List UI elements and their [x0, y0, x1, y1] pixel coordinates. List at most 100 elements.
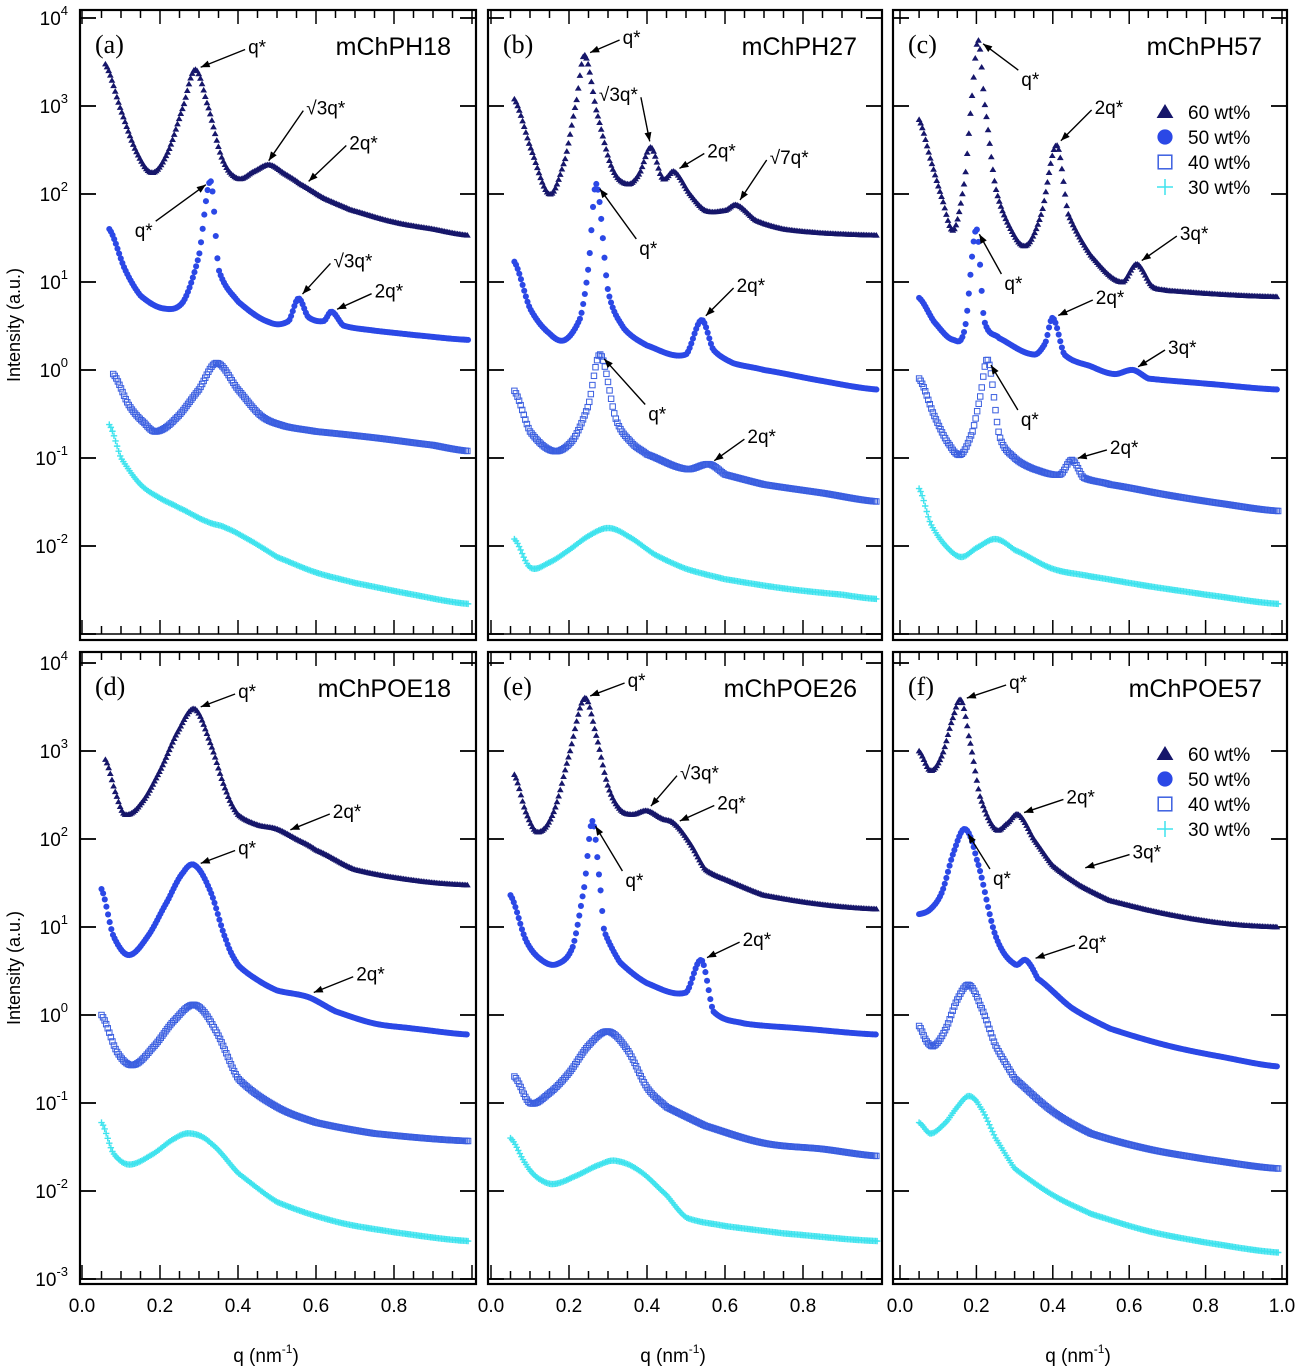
data-point — [522, 808, 530, 815]
data-point — [566, 747, 574, 754]
data-point — [175, 115, 183, 122]
data-point — [574, 921, 581, 928]
data-point — [183, 87, 191, 93]
series-60wt — [102, 60, 471, 238]
data-point — [1031, 229, 1038, 236]
data-point — [520, 803, 528, 810]
series-40wt — [98, 1001, 472, 1145]
data-point — [598, 215, 605, 222]
x-axis-label: q (nm-1) — [640, 1342, 706, 1367]
data-point — [578, 309, 585, 316]
data-point — [571, 937, 578, 944]
data-point — [1044, 331, 1051, 339]
data-point — [1028, 236, 1035, 242]
data-point — [120, 113, 127, 120]
data-point — [700, 962, 707, 969]
y-tick-label: 100 — [40, 355, 68, 382]
annotation-label: 2q* — [375, 282, 404, 303]
data-point — [996, 434, 1004, 442]
data-point — [597, 887, 604, 894]
data-point — [1157, 154, 1173, 170]
data-point — [114, 378, 122, 385]
data-point — [609, 403, 616, 410]
panel-label: (b) — [503, 30, 533, 59]
data-point — [117, 452, 124, 460]
data-point — [512, 903, 519, 911]
data-point — [965, 130, 973, 136]
data-point — [979, 85, 987, 92]
data-point — [584, 60, 592, 67]
data-point — [1061, 190, 1069, 197]
data-point — [1042, 338, 1049, 345]
peak-annotation: 2q* — [313, 965, 385, 994]
data-point — [579, 416, 587, 423]
data-point — [574, 711, 582, 717]
annotation-label: q* — [135, 221, 154, 242]
x-tick-label: 0.2 — [147, 1296, 173, 1317]
x-tick-label: 0.8 — [790, 1296, 816, 1317]
data-point — [931, 171, 939, 178]
data-point — [933, 177, 941, 183]
data-point — [635, 171, 643, 177]
panel-label: (e) — [503, 672, 532, 701]
data-point — [975, 37, 982, 43]
data-point — [568, 122, 576, 128]
data-point — [972, 415, 979, 422]
data-point — [219, 1042, 227, 1050]
data-point — [556, 171, 564, 177]
y-tick-label: 101 — [40, 912, 68, 939]
data-point — [113, 442, 121, 450]
data-point — [603, 272, 610, 279]
data-point — [221, 1046, 228, 1053]
data-point — [1157, 129, 1173, 145]
data-point — [936, 188, 944, 194]
annotation-label: q* — [1004, 274, 1023, 295]
peak-annotation: 2q* — [713, 427, 777, 462]
data-point — [515, 397, 523, 404]
data-point — [584, 852, 591, 860]
data-point — [569, 943, 576, 950]
data-point — [599, 761, 607, 768]
data-point — [978, 384, 985, 391]
legend-entry: 50 wt% — [1188, 128, 1250, 149]
data-point — [603, 370, 610, 378]
data-point — [594, 112, 602, 119]
data-point — [570, 113, 577, 119]
y-tick-label: 104 — [40, 648, 68, 675]
data-point — [216, 1035, 224, 1043]
arrowhead-icon — [1138, 359, 1148, 367]
data-point — [288, 312, 295, 320]
y-tick-label: 10-2 — [35, 1176, 68, 1203]
data-point — [216, 916, 223, 923]
data-point — [197, 75, 204, 81]
data-point — [515, 543, 523, 550]
data-point — [706, 335, 713, 342]
data-point — [517, 1083, 524, 1091]
data-point — [1037, 211, 1045, 217]
data-point — [637, 167, 644, 174]
data-point — [573, 718, 581, 724]
data-point — [923, 508, 930, 515]
data-point — [106, 72, 114, 78]
data-point — [201, 93, 209, 99]
data-point — [952, 221, 960, 228]
data-point — [514, 393, 521, 400]
plot-frame — [78, 8, 478, 642]
data-point — [918, 124, 926, 131]
annotation-label: q* — [648, 405, 667, 426]
data-point — [106, 919, 113, 926]
data-point — [586, 704, 594, 710]
data-point — [520, 411, 527, 419]
data-point — [926, 154, 934, 161]
data-point — [555, 792, 562, 799]
data-point — [995, 428, 1002, 436]
series-50wt — [511, 180, 880, 393]
data-point — [592, 836, 599, 843]
data-point — [920, 497, 927, 504]
data-point — [519, 281, 526, 288]
data-point — [108, 776, 116, 783]
data-point — [604, 151, 612, 158]
data-point — [553, 798, 561, 805]
legend-entry: 40 wt% — [1188, 153, 1250, 174]
